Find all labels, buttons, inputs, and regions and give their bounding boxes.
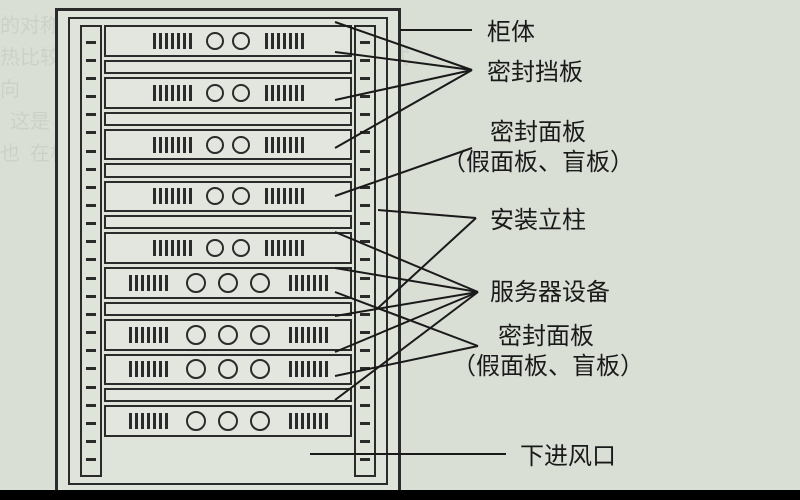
knob-icon — [250, 411, 270, 431]
label-bottom_inlet: 下进风口 — [520, 442, 616, 472]
seal-panel — [104, 163, 352, 177]
label-seal_panel_2_l1: 密封面板 — [498, 322, 594, 352]
vent-icon — [146, 187, 198, 205]
knob-icon — [218, 325, 238, 345]
server-unit-3 — [104, 405, 352, 437]
knob-icon — [232, 84, 250, 102]
vent-icon — [146, 84, 198, 102]
knob-icon — [218, 411, 238, 431]
server-unit-2 — [104, 25, 352, 57]
server-unit-2 — [104, 232, 352, 264]
vent-icon — [282, 360, 334, 378]
knob-icon — [250, 359, 270, 379]
vent-icon — [258, 239, 310, 257]
label-server_eq: 服务器设备 — [490, 278, 610, 308]
vent-icon — [122, 412, 174, 430]
knob-icon — [232, 239, 250, 257]
label-mount_post: 安装立柱 — [490, 206, 586, 236]
vent-icon — [258, 32, 310, 50]
server-unit-2 — [104, 181, 352, 213]
knob-icon — [218, 273, 238, 293]
label-seal_baffle: 密封挡板 — [487, 58, 583, 88]
vent-icon — [282, 274, 334, 292]
knob-icon — [186, 325, 206, 345]
knob-icon — [206, 136, 224, 154]
knob-icon — [250, 325, 270, 345]
server-unit-3 — [104, 354, 352, 386]
vent-icon — [146, 32, 198, 50]
vent-icon — [122, 360, 174, 378]
knob-icon — [206, 84, 224, 102]
vent-icon — [146, 239, 198, 257]
vent-icon — [282, 326, 334, 344]
knob-icon — [218, 359, 238, 379]
label-seal_panel_1_l2: （假面板、盲板） — [442, 148, 634, 178]
knob-icon — [206, 239, 224, 257]
bottom-strip — [0, 490, 800, 500]
vent-icon — [258, 136, 310, 154]
vent-icon — [146, 136, 198, 154]
cabinet-slots — [104, 25, 352, 477]
knob-icon — [206, 187, 224, 205]
cabinet-inner-frame — [68, 17, 388, 485]
seal-panel — [104, 112, 352, 126]
vent-icon — [122, 274, 174, 292]
vent-icon — [122, 326, 174, 344]
server-unit-2 — [104, 77, 352, 109]
knob-icon — [186, 273, 206, 293]
diagram-root: 的对称性上也须合理。 热比较典型的方法有 上走线 楼板下送风方式 向 这是 种特… — [0, 0, 800, 500]
server-unit-3 — [104, 267, 352, 299]
knob-icon — [232, 136, 250, 154]
knob-icon — [250, 273, 270, 293]
label-seal_panel_1_l1: 密封面板 — [490, 118, 586, 148]
knob-icon — [186, 411, 206, 431]
knob-icon — [232, 32, 250, 50]
server-cabinet — [55, 8, 401, 494]
vent-icon — [258, 187, 310, 205]
labels-container: 柜体密封挡板密封面板（假面板、盲板）安装立柱服务器设备密封面板（假面板、盲板）下… — [430, 0, 790, 500]
server-unit-2 — [104, 129, 352, 161]
mounting-rail-left — [80, 25, 102, 477]
mounting-rail-right — [354, 25, 376, 477]
vent-icon — [258, 84, 310, 102]
label-cabinet_body: 柜体 — [487, 18, 535, 48]
vent-icon — [282, 412, 334, 430]
knob-icon — [186, 359, 206, 379]
seal-panel — [104, 302, 352, 316]
knob-icon — [232, 187, 250, 205]
seal-panel — [104, 388, 352, 402]
server-unit-3 — [104, 319, 352, 351]
label-seal_panel_2_l2: （假面板、盲板） — [452, 352, 644, 382]
seal-panel — [104, 60, 352, 74]
seal-panel — [104, 215, 352, 229]
knob-icon — [206, 32, 224, 50]
